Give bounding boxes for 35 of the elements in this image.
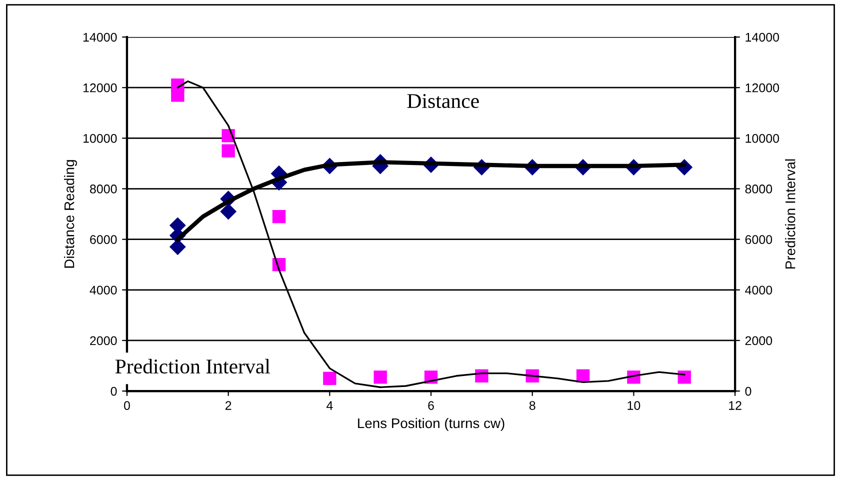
y-tick-label: 8000	[90, 184, 117, 194]
point	[678, 370, 691, 384]
y-axis-title: Distance Reading	[64, 160, 77, 268]
x-tick-label: 4	[326, 401, 333, 410]
x-tick-label: 2	[225, 401, 232, 410]
y2-tick-label: 10000	[746, 134, 780, 143]
point	[323, 372, 336, 385]
text: Prediction Interval	[115, 358, 270, 374]
x-tick-label: 10	[628, 401, 640, 410]
y-tick-label: 12000	[83, 83, 117, 92]
y-tick-label: 2000	[90, 336, 117, 346]
point	[222, 144, 235, 158]
y2-tick-label: 6000	[745, 235, 772, 244]
point	[272, 210, 286, 224]
x-tick-label: 12	[729, 401, 742, 410]
x-tick-label: 0	[124, 401, 130, 410]
x-tick-label: 6	[428, 401, 434, 410]
point	[220, 203, 237, 220]
text: Distance	[407, 94, 479, 108]
y2-tick-label: 14000	[746, 32, 780, 42]
y-tick-label: 6000	[90, 235, 117, 244]
point	[374, 370, 387, 384]
y-tick-label: 10000	[83, 134, 117, 143]
point	[171, 88, 184, 102]
y2-tick-label: 8000	[745, 184, 772, 194]
y2-tick-label: 12000	[746, 83, 780, 92]
y2-tick-label: 4000	[745, 286, 772, 295]
y2-tick-label: 0	[745, 386, 752, 396]
y2-tick-label: 2000	[745, 336, 772, 346]
x-tick-label: 8	[529, 401, 536, 410]
y-tick-label: 0	[110, 386, 117, 396]
x-axis-title: Lens Position (turns cw)	[358, 418, 504, 431]
y-tick-label: 4000	[90, 286, 117, 295]
y2-axis-title: Prediction Interval	[785, 159, 796, 268]
y-tick-label: 14000	[83, 32, 117, 42]
